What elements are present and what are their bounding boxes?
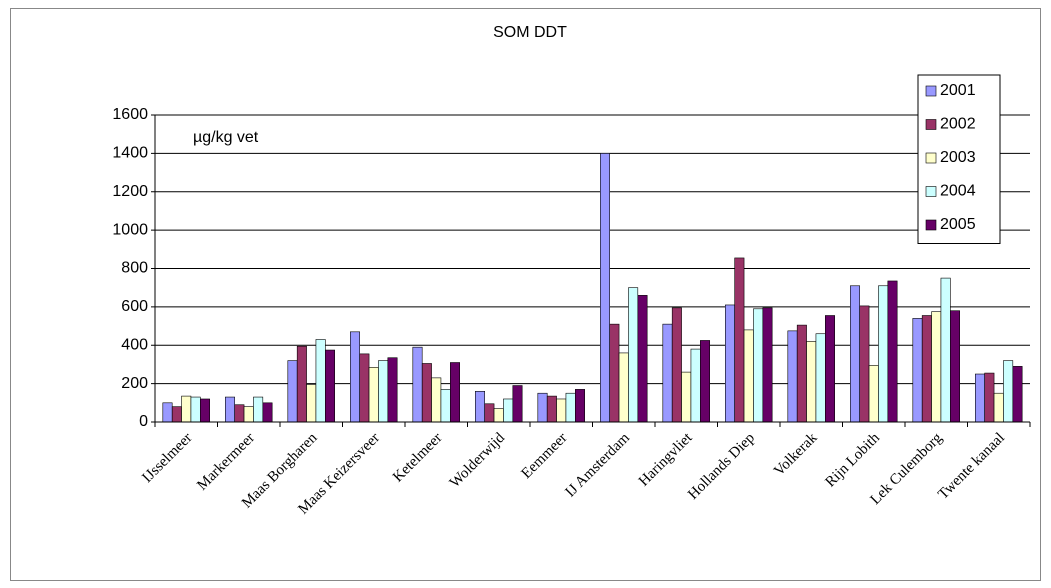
bar bbox=[984, 372, 995, 423]
bar bbox=[912, 318, 923, 423]
bar bbox=[493, 408, 504, 423]
bar bbox=[503, 398, 514, 423]
bar bbox=[262, 402, 273, 423]
bar bbox=[681, 371, 692, 423]
bar bbox=[287, 360, 298, 423]
bar bbox=[725, 304, 735, 423]
y-tick-label: 600 bbox=[121, 298, 148, 315]
legend-label: 2005 bbox=[940, 216, 976, 233]
y-tick-label: 200 bbox=[121, 375, 148, 392]
bar bbox=[190, 396, 201, 423]
bar bbox=[787, 330, 798, 423]
bar bbox=[628, 287, 639, 423]
legend-swatch bbox=[925, 119, 937, 130]
bar bbox=[662, 323, 673, 423]
legend-label: 2003 bbox=[940, 149, 976, 166]
bar bbox=[850, 285, 860, 423]
chart-title: SOM DDT bbox=[493, 24, 567, 41]
bar bbox=[243, 406, 254, 423]
bar bbox=[565, 392, 576, 423]
bar bbox=[306, 384, 317, 423]
bar bbox=[1012, 366, 1023, 423]
legend-swatch bbox=[925, 186, 937, 197]
bar bbox=[796, 324, 807, 423]
bar bbox=[575, 389, 585, 423]
bar bbox=[325, 349, 335, 423]
unit-annotation: µg/kg vet bbox=[193, 129, 259, 146]
bar bbox=[484, 403, 495, 423]
bar bbox=[296, 345, 307, 423]
y-tick-label: 800 bbox=[121, 260, 148, 277]
bar bbox=[225, 396, 235, 423]
bar bbox=[181, 395, 192, 423]
bar bbox=[512, 385, 523, 423]
legend-swatch bbox=[925, 219, 937, 231]
bar bbox=[350, 331, 360, 423]
y-tick-label: 1400 bbox=[112, 145, 148, 162]
bar bbox=[887, 280, 898, 423]
bar bbox=[859, 305, 870, 423]
bar bbox=[412, 346, 423, 423]
bar bbox=[359, 353, 370, 423]
bar bbox=[440, 389, 451, 423]
bar bbox=[700, 340, 710, 423]
bar bbox=[387, 357, 398, 423]
legend-label: 2001 bbox=[940, 82, 976, 99]
legend-swatch bbox=[925, 152, 937, 164]
bar bbox=[1003, 360, 1014, 423]
bar bbox=[671, 307, 682, 423]
bar bbox=[475, 390, 485, 423]
bar bbox=[743, 329, 754, 423]
y-tick-label: 0 bbox=[139, 413, 148, 430]
bar bbox=[234, 404, 245, 423]
bar bbox=[609, 323, 620, 423]
bar bbox=[546, 395, 557, 423]
bar bbox=[200, 398, 210, 423]
bar bbox=[637, 295, 648, 423]
bar bbox=[556, 398, 567, 423]
bar bbox=[734, 257, 745, 423]
y-tick-label: 1200 bbox=[112, 183, 148, 200]
legend-label: 2004 bbox=[940, 183, 976, 200]
bar bbox=[315, 339, 326, 423]
bar bbox=[431, 377, 442, 423]
bar bbox=[690, 348, 701, 423]
bar bbox=[878, 285, 889, 423]
bar bbox=[815, 333, 826, 423]
bar bbox=[921, 315, 932, 423]
bar bbox=[368, 367, 379, 423]
bar bbox=[450, 362, 460, 423]
y-tick-label: 1600 bbox=[112, 106, 148, 123]
bar bbox=[993, 392, 1004, 423]
chart-frame bbox=[10, 8, 1041, 581]
bar bbox=[618, 352, 629, 423]
legend-label: 2002 bbox=[940, 116, 976, 133]
y-tick-label: 400 bbox=[121, 336, 148, 353]
bar bbox=[950, 310, 960, 423]
bar bbox=[600, 153, 610, 423]
bar bbox=[171, 406, 182, 423]
bar bbox=[868, 365, 879, 423]
bar bbox=[253, 396, 264, 423]
bar bbox=[537, 392, 548, 423]
bar bbox=[162, 402, 173, 423]
bar bbox=[753, 308, 764, 423]
bar bbox=[931, 311, 942, 423]
bar bbox=[975, 373, 985, 423]
y-tick-label: 1000 bbox=[112, 221, 148, 238]
legend-swatch bbox=[925, 85, 937, 97]
bar bbox=[378, 360, 389, 423]
bar bbox=[825, 315, 835, 423]
bar bbox=[806, 341, 817, 423]
bar bbox=[421, 363, 432, 423]
bar bbox=[762, 307, 773, 423]
bar bbox=[940, 277, 951, 423]
